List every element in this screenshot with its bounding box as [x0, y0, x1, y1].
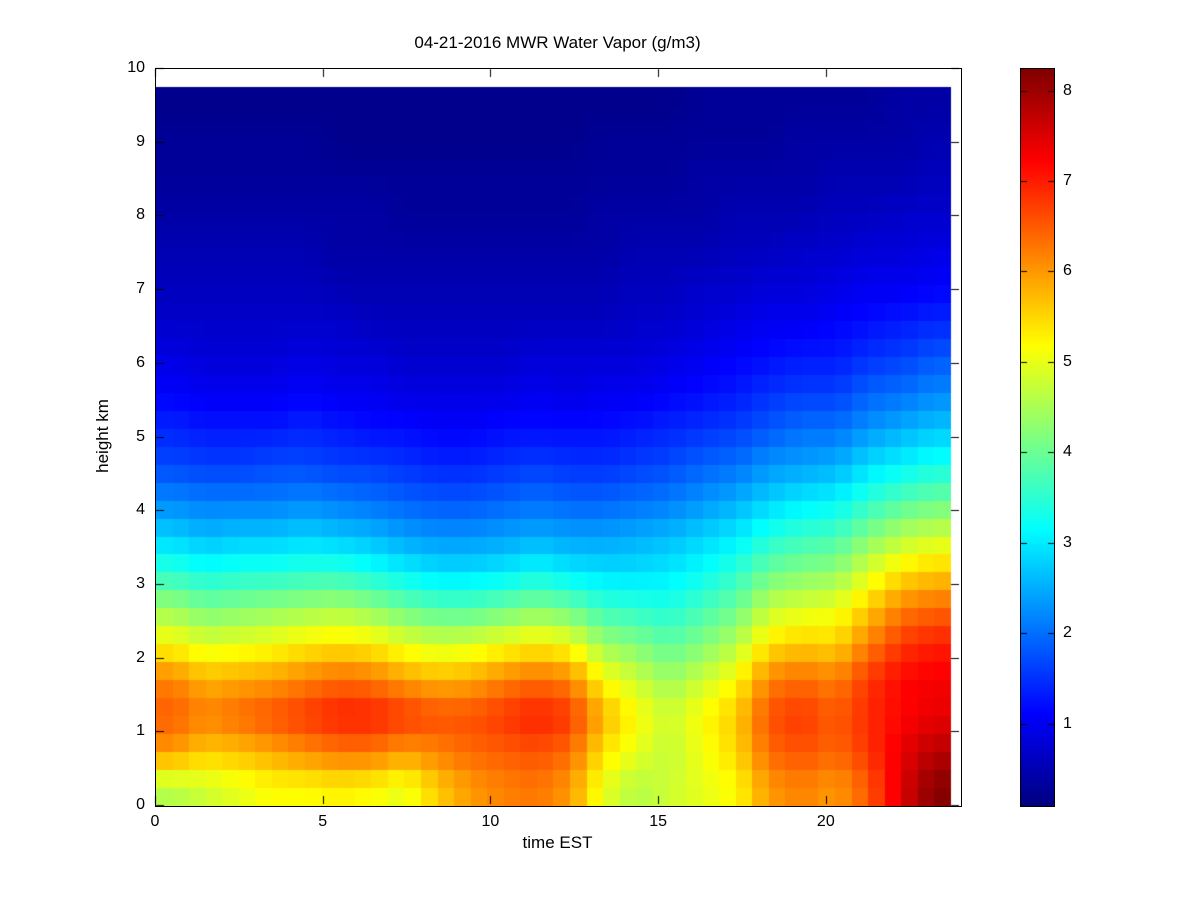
x-axis-label: time EST	[522, 833, 593, 852]
colorbar-tick-label: 4	[1063, 443, 1072, 461]
y-tick-label: 6	[136, 353, 145, 371]
y-tick-label: 7	[136, 280, 145, 298]
x-tick-label: 20	[816, 813, 835, 830]
y-tick-label: 1	[136, 722, 145, 740]
x-tick-label: 10	[481, 813, 500, 830]
y-tick-label: 8	[136, 206, 145, 224]
plot-area	[155, 68, 962, 807]
colorbar-tick-label: 3	[1063, 533, 1072, 551]
colorbar-tick-label: 8	[1063, 81, 1072, 99]
colorbar-tick-label: 1	[1063, 714, 1072, 732]
y-tick-label: 4	[136, 501, 145, 519]
y-tick-label: 2	[136, 648, 145, 666]
y-tick-label: 9	[136, 132, 145, 150]
colorbar-tick-label: 6	[1063, 262, 1072, 280]
colorbar-tick-label: 5	[1063, 352, 1072, 370]
y-tick-label: 0	[136, 796, 145, 813]
x-tick-label: 15	[649, 813, 668, 830]
heatmap-canvas	[156, 69, 961, 806]
y-tick-label: 3	[136, 574, 145, 592]
x-tick-label: 0	[150, 813, 160, 830]
x-tick-label: 5	[318, 813, 328, 830]
colorbar-canvas	[1021, 69, 1054, 806]
colorbar-tick-label: 2	[1063, 624, 1072, 642]
colorbar	[1020, 68, 1055, 807]
y-tick-label: 10	[127, 59, 145, 76]
y-tick-label: 5	[136, 427, 145, 445]
chart-title: 04-21-2016 MWR Water Vapor (g/m3)	[414, 33, 701, 52]
colorbar-tick-label: 7	[1063, 172, 1072, 190]
